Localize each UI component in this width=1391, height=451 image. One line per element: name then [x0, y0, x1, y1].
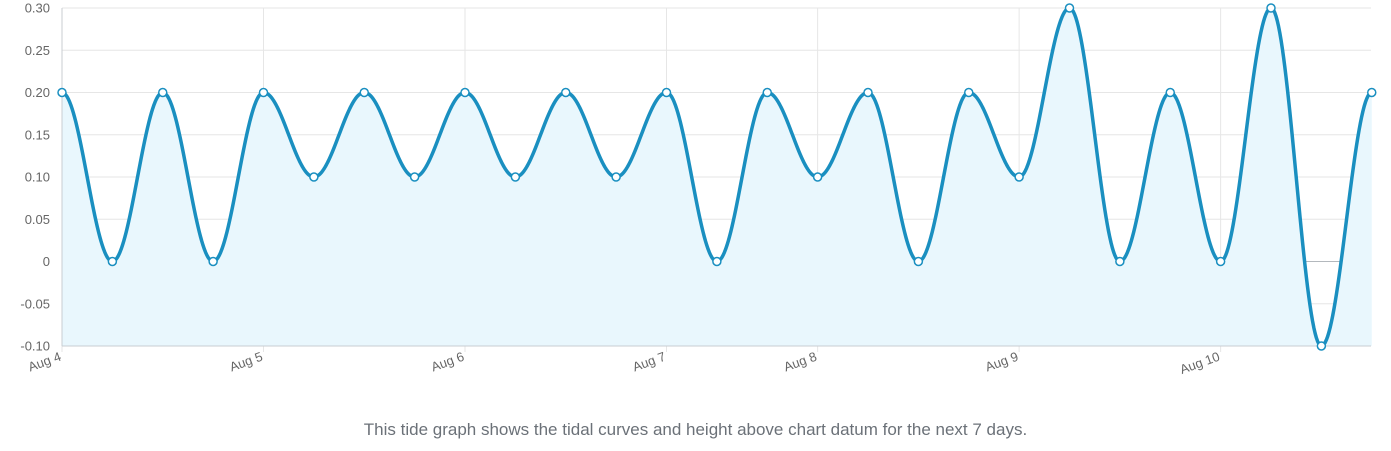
chart-caption: This tide graph shows the tidal curves a…: [363, 420, 1028, 439]
x-tick-label: Aug 10: [1178, 349, 1222, 377]
x-tick-label: Aug 7: [630, 349, 667, 375]
y-tick-label: 0.20: [25, 85, 50, 100]
tide-data-point[interactable]: [1165, 87, 1175, 98]
y-tick-label: 0.05: [25, 212, 50, 227]
y-tick-label: 0.30: [25, 1, 50, 16]
x-tick-label: Aug 5: [227, 349, 264, 375]
tide-data-point[interactable]: [1115, 256, 1125, 267]
tide-data-point[interactable]: [1266, 3, 1276, 13]
tide-data-point[interactable]: [913, 256, 924, 267]
tide-data-point[interactable]: [661, 87, 672, 98]
axes: [61, 8, 1371, 347]
tide-data-point[interactable]: [964, 87, 974, 98]
tide-data-points: [57, 3, 1377, 351]
tide-data-point[interactable]: [409, 172, 420, 182]
tide-data-point[interactable]: [1064, 3, 1075, 13]
y-tick-label: -0.10: [20, 339, 50, 354]
tide-data-point[interactable]: [1014, 172, 1024, 182]
tide-data-point[interactable]: [107, 256, 118, 267]
x-tick-label: Aug 6: [429, 349, 466, 375]
tide-data-point[interactable]: [460, 87, 470, 98]
tide-data-point[interactable]: [208, 256, 218, 267]
tide-chart: 0.30 0.25 0.20 0.15 0.10 0.05 0 -0.05 -0.10 Aug …: [20, 1, 1377, 377]
tide-data-point[interactable]: [762, 87, 772, 98]
tide-data-point[interactable]: [309, 172, 319, 182]
tide-data-point[interactable]: [158, 87, 168, 98]
y-axis-tick-labels: 0.30 0.25 0.20 0.15 0.10 0.05 0 -0.05 -0.10: [20, 1, 50, 354]
y-tick-label: 0: [43, 254, 50, 269]
x-tick-label: Aug 8: [782, 349, 819, 375]
tide-data-point[interactable]: [561, 87, 571, 98]
tide-data-point[interactable]: [510, 172, 521, 182]
tide-data-point[interactable]: [1316, 341, 1327, 351]
tide-data-point[interactable]: [1215, 256, 1226, 267]
tide-data-point[interactable]: [258, 87, 269, 98]
y-tick-label: 0.10: [25, 170, 50, 185]
x-axis-tick-labels: Aug 4 Aug 5 Aug 6 Aug 7 Aug 8 Aug 9 Aug 10: [26, 349, 1222, 377]
tide-data-point[interactable]: [57, 87, 67, 98]
tide-data-point[interactable]: [863, 87, 873, 98]
y-tick-label: 0.15: [25, 127, 50, 142]
tide-data-point[interactable]: [812, 172, 823, 182]
x-tick-label: Aug 9: [983, 349, 1020, 375]
tide-data-point[interactable]: [359, 87, 369, 98]
tide-data-point[interactable]: [611, 172, 621, 182]
y-tick-label: -0.05: [20, 296, 50, 311]
tide-data-point[interactable]: [1367, 87, 1377, 98]
tide-data-point[interactable]: [712, 256, 722, 267]
y-tick-label: 0.25: [25, 43, 50, 58]
